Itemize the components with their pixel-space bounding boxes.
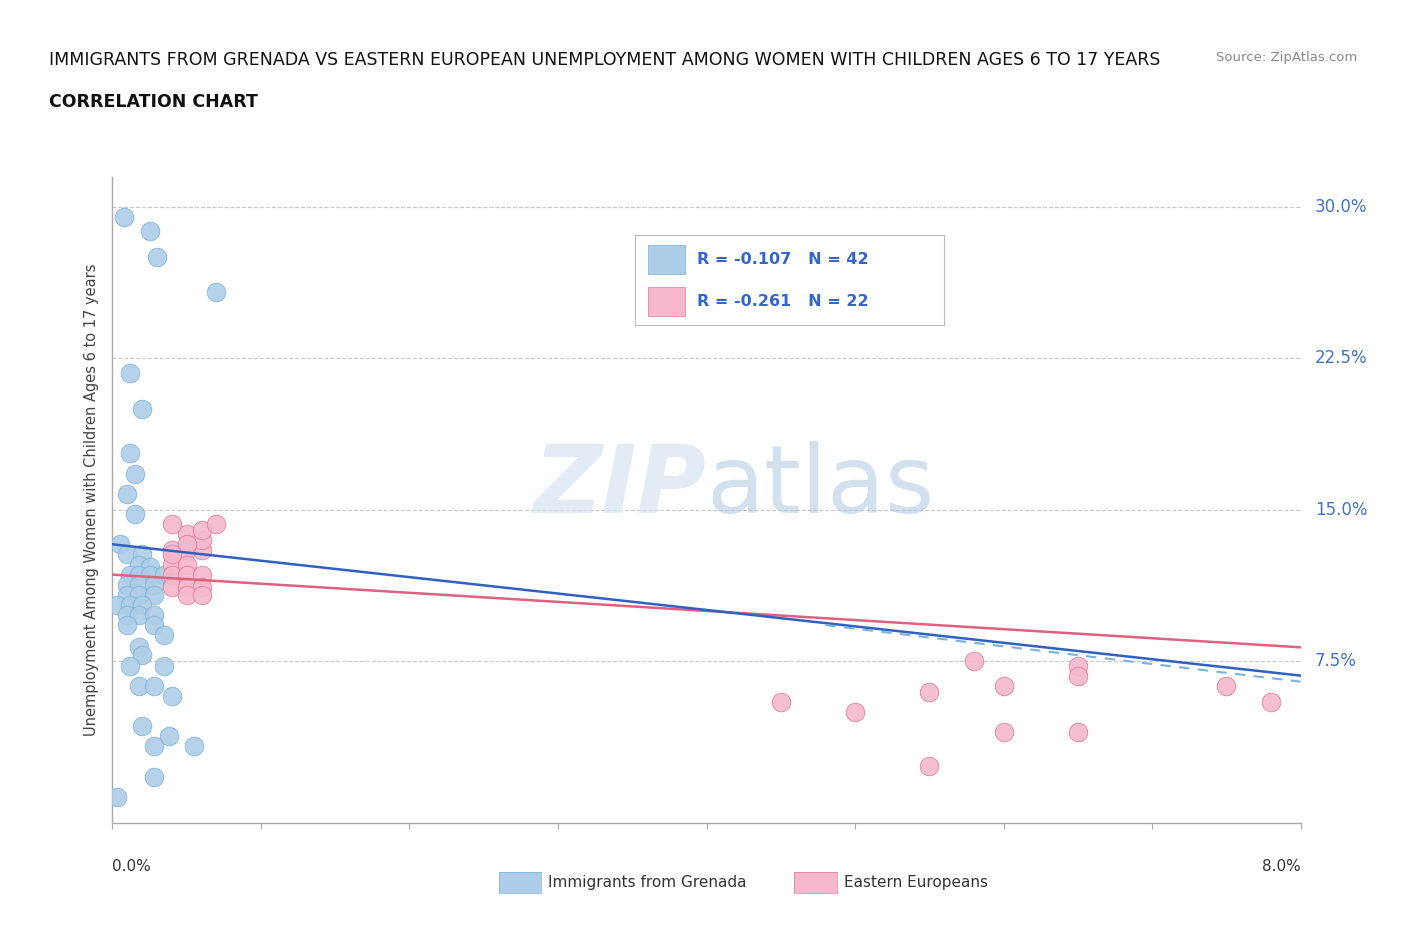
Point — [128, 578, 150, 592]
Point — [190, 543, 212, 558]
Point — [176, 543, 198, 558]
Text: Source: ZipAtlas.com: Source: ZipAtlas.com — [1216, 51, 1357, 64]
Text: atlas: atlas — [707, 441, 935, 533]
Point — [1260, 695, 1282, 710]
Point — [120, 446, 142, 461]
Point — [128, 607, 150, 622]
Point — [160, 567, 183, 582]
Point — [120, 365, 142, 380]
Text: IMMIGRANTS FROM GRENADA VS EASTERN EUROPEAN UNEMPLOYMENT AMONG WOMEN WITH CHILDR: IMMIGRANTS FROM GRENADA VS EASTERN EUROP… — [49, 51, 1160, 69]
Point — [176, 537, 198, 551]
Point — [131, 547, 153, 562]
Point — [128, 588, 150, 603]
Point — [918, 759, 941, 774]
Point — [160, 688, 183, 703]
Point — [176, 526, 198, 541]
Point — [128, 678, 150, 693]
Point — [190, 523, 212, 538]
Point — [153, 658, 176, 673]
Text: Immigrants from Grenada: Immigrants from Grenada — [548, 875, 747, 890]
Point — [128, 640, 150, 655]
Point — [131, 648, 153, 663]
Point — [963, 654, 986, 669]
Point — [117, 607, 139, 622]
Point — [205, 285, 228, 299]
Text: CORRELATION CHART: CORRELATION CHART — [49, 93, 259, 111]
Point — [117, 618, 139, 632]
Text: 0.0%: 0.0% — [112, 858, 152, 873]
Point — [993, 678, 1015, 693]
Text: 7.5%: 7.5% — [1315, 653, 1357, 671]
Point — [108, 537, 131, 551]
Point — [143, 588, 166, 603]
Point — [117, 588, 139, 603]
Point — [190, 579, 212, 594]
Point — [138, 567, 160, 582]
Text: ZIP: ZIP — [534, 441, 707, 533]
Point — [105, 597, 128, 612]
Point — [128, 567, 150, 582]
Point — [117, 578, 139, 592]
Point — [120, 567, 142, 582]
Point — [117, 547, 139, 562]
Point — [205, 517, 228, 532]
Point — [153, 567, 176, 582]
Text: 15.0%: 15.0% — [1315, 501, 1367, 519]
Point — [128, 557, 150, 572]
Point — [183, 738, 205, 753]
Point — [105, 790, 128, 804]
Text: Eastern Europeans: Eastern Europeans — [844, 875, 987, 890]
Point — [1067, 658, 1090, 673]
Point — [138, 559, 160, 574]
Point — [176, 588, 198, 603]
Point — [143, 578, 166, 592]
Y-axis label: Unemployment Among Women with Children Ages 6 to 17 years: Unemployment Among Women with Children A… — [84, 263, 100, 737]
Point — [160, 547, 183, 562]
Point — [190, 588, 212, 603]
Point — [176, 557, 198, 572]
Point — [153, 628, 176, 643]
Point — [918, 684, 941, 699]
Bar — [648, 245, 685, 273]
Point — [124, 466, 146, 481]
Point — [124, 507, 146, 522]
Point — [160, 543, 183, 558]
Text: R = -0.107   N = 42: R = -0.107 N = 42 — [697, 252, 869, 267]
Point — [190, 533, 212, 548]
Point — [138, 224, 160, 239]
Point — [160, 557, 183, 572]
Point — [1067, 668, 1090, 683]
Point — [160, 517, 183, 532]
Point — [146, 250, 169, 265]
Point — [117, 486, 139, 501]
Point — [769, 695, 792, 710]
Point — [844, 705, 866, 720]
Bar — [648, 287, 685, 316]
Point — [131, 719, 153, 734]
Point — [143, 738, 166, 753]
Point — [157, 729, 180, 744]
Point — [112, 209, 135, 224]
Point — [131, 402, 153, 417]
Text: 30.0%: 30.0% — [1315, 198, 1367, 216]
Point — [120, 658, 142, 673]
Point — [143, 607, 166, 622]
Point — [131, 597, 153, 612]
Text: 22.5%: 22.5% — [1315, 350, 1368, 367]
Point — [160, 579, 183, 594]
Point — [176, 567, 198, 582]
Text: R = -0.261   N = 22: R = -0.261 N = 22 — [697, 294, 869, 310]
Point — [176, 579, 198, 594]
Point — [993, 724, 1015, 739]
Point — [1067, 724, 1090, 739]
Point — [1215, 678, 1237, 693]
Text: 8.0%: 8.0% — [1261, 858, 1301, 873]
Point — [143, 769, 166, 784]
Point — [120, 597, 142, 612]
Point — [143, 678, 166, 693]
Point — [190, 567, 212, 582]
Point — [143, 618, 166, 632]
